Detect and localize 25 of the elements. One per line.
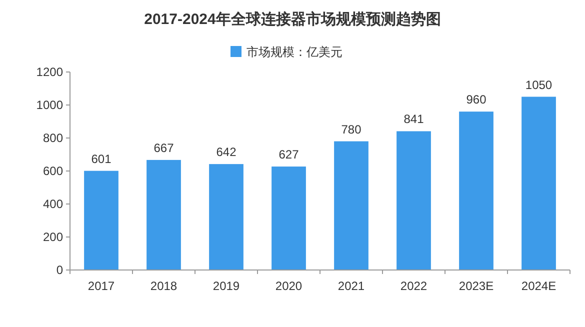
y-tick-label: 600 [42, 164, 64, 178]
x-tick-label: 2024E [521, 279, 556, 293]
data-label: 601 [91, 152, 112, 166]
data-label: 642 [216, 145, 237, 160]
data-label: 1050 [525, 78, 552, 92]
data-label: 841 [404, 112, 424, 126]
x-tick-label: 2019 [212, 279, 240, 293]
legend-label: 市场规模：亿美元 [246, 45, 342, 59]
x-tick-label: 2020 [275, 279, 302, 293]
y-tick-label: 200 [42, 230, 64, 244]
y-tick-label: 400 [42, 197, 64, 211]
data-label: 627 [278, 148, 300, 162]
data-label: 960 [466, 92, 487, 107]
chart-title: 2017-2024年全球连接器市场规模预测趋势图 [144, 10, 441, 28]
y-tick-label: 0 [56, 263, 64, 277]
x-tick-label: 2023E [458, 279, 494, 293]
data-label: 667 [154, 140, 174, 155]
x-tick-label: 2017 [88, 279, 115, 293]
y-tick-label: 1200 [36, 65, 64, 79]
data-label: 780 [341, 122, 362, 136]
y-tick-label: 800 [42, 131, 64, 145]
y-tick-label: 1000 [36, 98, 64, 112]
x-tick-label: 2021 [338, 279, 365, 293]
x-tick-label: 2022 [400, 279, 428, 293]
x-tick-label: 2018 [150, 279, 178, 293]
